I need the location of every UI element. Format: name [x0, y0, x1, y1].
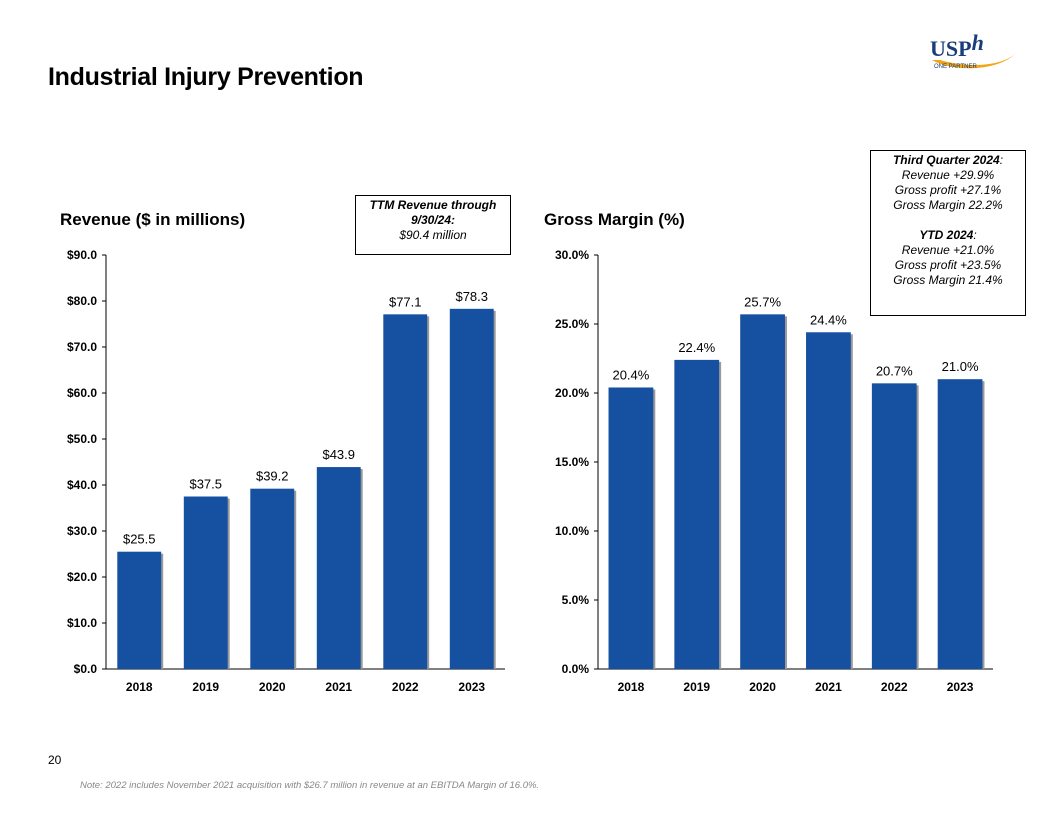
margin-y-tick-label: 20.0% — [555, 386, 589, 400]
q3-heading-suffix: : — [999, 153, 1004, 167]
ytd-line: Gross profit +23.5% — [894, 258, 1002, 272]
margin-bar — [871, 383, 917, 669]
revenue-data-label: $25.5 — [123, 532, 156, 547]
margin-bar — [806, 332, 851, 669]
revenue-x-tick-label: 2018 — [126, 680, 153, 694]
ttm-line1: TTM Revenue through — [369, 198, 497, 212]
revenue-x-tick-label: 2019 — [192, 680, 219, 694]
revenue-x-tick-label: 2020 — [259, 680, 286, 694]
footnote: Note: 2022 includes November 2021 acquis… — [80, 780, 540, 791]
page-number: 20 — [48, 753, 62, 767]
margin-x-tick-label: 2021 — [815, 680, 842, 694]
margin-y-tick-label: 5.0% — [562, 593, 590, 607]
margin-y-tick-label: 25.0% — [555, 317, 589, 331]
revenue-y-tick-label: $40.0 — [67, 478, 97, 492]
logo-tagline: ONE PARTNER — [934, 64, 977, 70]
revenue-data-label: $39.2 — [256, 469, 289, 484]
ytd-line: Revenue +21.0% — [901, 243, 995, 257]
q3-ytd-callout: Third Quarter 2024: Revenue +29.9% Gross… — [870, 150, 1026, 316]
revenue-y-tick-label: $0.0 — [74, 662, 98, 676]
margin-bar — [608, 387, 654, 669]
logo-mark: USPh ONE PARTNER — [930, 30, 1018, 70]
logo-swoosh — [932, 50, 1018, 69]
margin-bar — [674, 359, 720, 669]
margin-x-tick-label: 2022 — [881, 680, 908, 694]
margin-chart-title: Gross Margin (%) — [544, 210, 685, 229]
usph-logo: USPh ONE PARTNER — [926, 30, 1022, 74]
revenue-x-tick-label: 2021 — [325, 680, 352, 694]
revenue-data-label: $78.3 — [455, 289, 488, 304]
margin-data-label: 22.4% — [678, 340, 715, 355]
revenue-y-tick-label: $60.0 — [67, 386, 97, 400]
revenue-y-tick-label: $90.0 — [67, 248, 97, 262]
page-title: Industrial Injury Prevention — [48, 63, 364, 91]
logo-text-italic: h — [972, 30, 984, 55]
margin-data-label: 20.4% — [612, 367, 649, 382]
margin-y-tick-label: 10.0% — [555, 524, 589, 538]
ttm-line2: 9/30/24: — [410, 213, 456, 227]
revenue-x-tick-label: 2023 — [458, 680, 485, 694]
revenue-chart-title: Revenue ($ in millions) — [60, 210, 246, 229]
revenue-bar — [449, 308, 494, 669]
margin-bar — [740, 314, 785, 669]
margin-data-label: 25.7% — [744, 294, 781, 309]
revenue-y-tick-label: $30.0 — [67, 524, 97, 538]
logo-text-main: USP — [930, 36, 972, 61]
margin-data-label: 24.4% — [810, 312, 847, 327]
revenue-data-label: $37.5 — [189, 477, 222, 492]
margin-bar — [937, 379, 983, 669]
revenue-data-label: $43.9 — [322, 447, 355, 462]
ttm-line3: $90.4 million — [399, 228, 467, 242]
logo-text: USPh — [930, 30, 984, 61]
q3-line: Gross Margin 22.2% — [893, 198, 1003, 212]
ytd-heading: YTD 2024 — [919, 228, 974, 242]
ytd-line: Gross Margin 21.4% — [893, 273, 1003, 287]
revenue-y-tick-label: $70.0 — [67, 340, 97, 354]
q3-line: Revenue +29.9% — [901, 168, 995, 182]
revenue-bar — [250, 488, 295, 669]
margin-y-tick-label: 15.0% — [555, 455, 589, 469]
margin-y-tick-label: 30.0% — [555, 248, 589, 262]
margin-x-tick-label: 2023 — [947, 680, 974, 694]
revenue-y-tick-label: $50.0 — [67, 432, 97, 446]
revenue-y-tick-label: $20.0 — [67, 570, 97, 584]
margin-y-tick-label: 0.0% — [562, 662, 590, 676]
margin-x-tick-label: 2018 — [618, 680, 645, 694]
revenue-y-tick-label: $10.0 — [67, 616, 97, 630]
revenue-bar — [117, 551, 162, 669]
revenue-data-label: $77.1 — [389, 294, 422, 309]
revenue-bar — [383, 314, 428, 669]
revenue-bar — [316, 467, 361, 669]
revenue-bar — [183, 496, 228, 669]
margin-data-label: 21.0% — [942, 359, 979, 374]
margin-x-tick-label: 2019 — [683, 680, 710, 694]
margin-data-label: 20.7% — [876, 363, 913, 378]
q3-heading: Third Quarter 2024 — [892, 153, 1000, 167]
margin-x-tick-label: 2020 — [749, 680, 776, 694]
ttm-revenue-callout: TTM Revenue through 9/30/24: $90.4 milli… — [355, 195, 511, 255]
revenue-x-tick-label: 2022 — [392, 680, 419, 694]
ytd-heading-suffix: : — [973, 228, 977, 242]
q3-line: Gross profit +27.1% — [894, 183, 1002, 197]
revenue-y-tick-label: $80.0 — [67, 294, 97, 308]
